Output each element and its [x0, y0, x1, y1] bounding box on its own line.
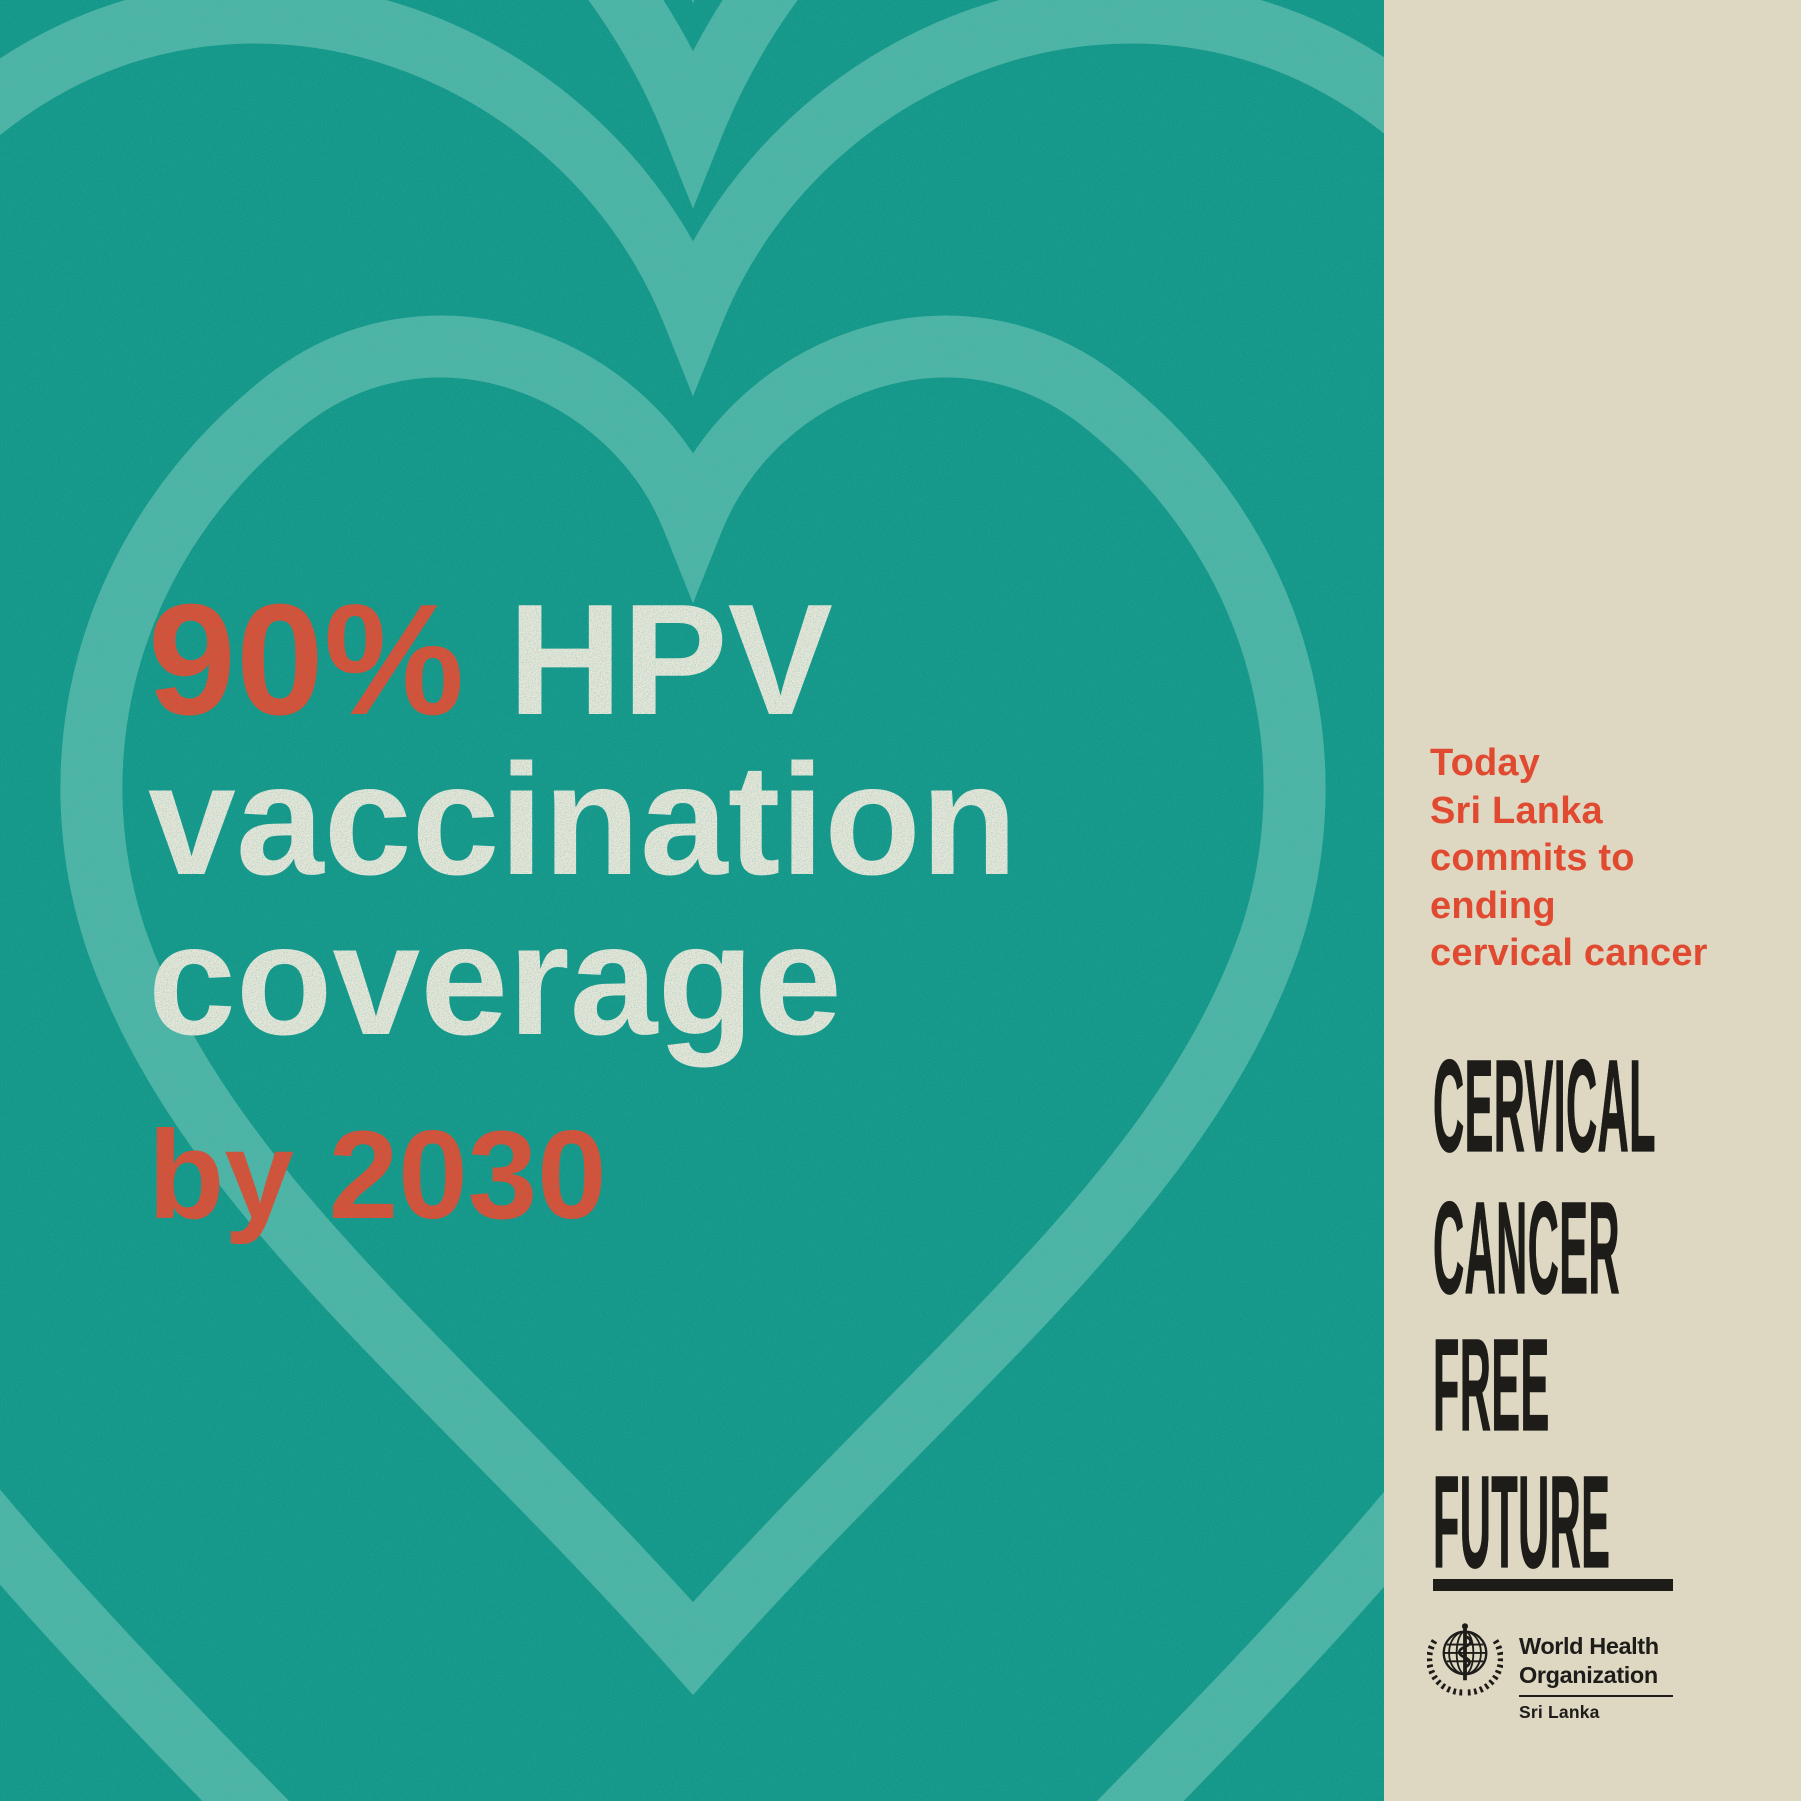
headline-line-2: vaccination [148, 732, 1018, 908]
commitment-line: cervical cancer [1430, 932, 1708, 974]
campaign-title-line: FUTURE [1433, 1448, 1611, 1595]
who-country-label: Sri Lanka [1519, 1702, 1600, 1722]
campaign-underline [1433, 1579, 1673, 1591]
campaign-title-line: CANCER [1433, 1174, 1620, 1321]
campaign-title-line: CERVICAL [1433, 1032, 1656, 1179]
headline-block: 90% HPV vaccination coverage by 2030 [148, 581, 1018, 1245]
commitment-line: ending [1430, 884, 1556, 927]
who-wordmark: World Health Organization [1519, 1632, 1659, 1689]
headline-line-1: 90% HPV [148, 581, 833, 739]
who-name-line-1: World Health [1519, 1633, 1659, 1659]
who-emblem-icon [1427, 1623, 1503, 1696]
who-logo-lockup: World Health Organization Sri Lanka [1384, 1600, 1801, 1801]
who-divider [1519, 1695, 1673, 1697]
headline-line-4: by 2030 [148, 1106, 607, 1245]
commitment-line: Sri Lanka [1430, 789, 1603, 832]
headline-hpv: HPV [464, 572, 834, 748]
campaign-title-line: FREE [1433, 1311, 1550, 1458]
commitment-line: Today [1430, 742, 1541, 784]
commitment-text: Today Sri Lanka commits to ending cervic… [1430, 740, 1708, 978]
commitment-line: commits to [1430, 837, 1635, 879]
sidebar: Today Sri Lanka commits to ending cervic… [1384, 0, 1801, 1801]
who-name-line-2: Organization [1519, 1661, 1658, 1688]
headline-line-3: coverage [148, 892, 842, 1068]
headline-percent: 90% [148, 572, 465, 748]
teal-panel: 90% HPV vaccination coverage by 2030 [0, 0, 1384, 1801]
